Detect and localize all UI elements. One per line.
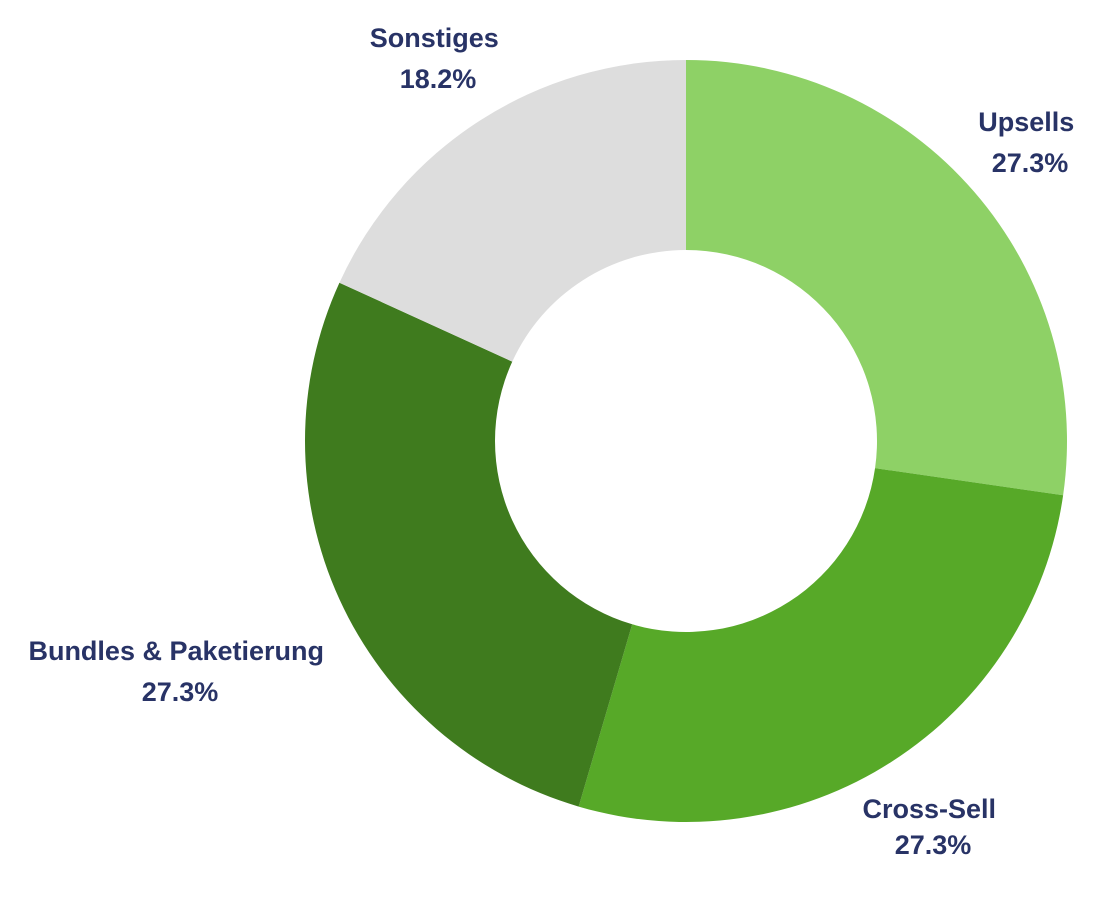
slice-cross-sell <box>578 468 1064 822</box>
label-sonstiges-name: Sonstiges <box>370 23 499 53</box>
slice-bundles-paketierung <box>304 282 633 807</box>
label-cross-sell-name: Cross-Sell <box>862 794 996 824</box>
slice-sonstiges <box>339 60 686 362</box>
slice-upsells <box>686 60 1067 496</box>
labels-group: Upsells 27.3% Cross-Sell 27.3% Bundles &… <box>28 23 1082 860</box>
label-cross-sell-value: 27.3% <box>895 830 972 860</box>
label-upsells-value: 27.3% <box>992 148 1069 178</box>
label-cross-sell: Cross-Sell 27.3% <box>862 794 1003 860</box>
label-upsells: Upsells 27.3% <box>978 107 1082 178</box>
slices-group <box>304 60 1067 822</box>
label-sonstiges: Sonstiges 18.2% <box>370 23 507 94</box>
label-bundles: Bundles & Paketierung 27.3% <box>28 636 331 707</box>
label-bundles-name: Bundles & Paketierung <box>28 636 324 666</box>
label-upsells-name: Upsells <box>978 107 1074 137</box>
label-bundles-value: 27.3% <box>142 677 219 707</box>
label-sonstiges-value: 18.2% <box>400 64 477 94</box>
